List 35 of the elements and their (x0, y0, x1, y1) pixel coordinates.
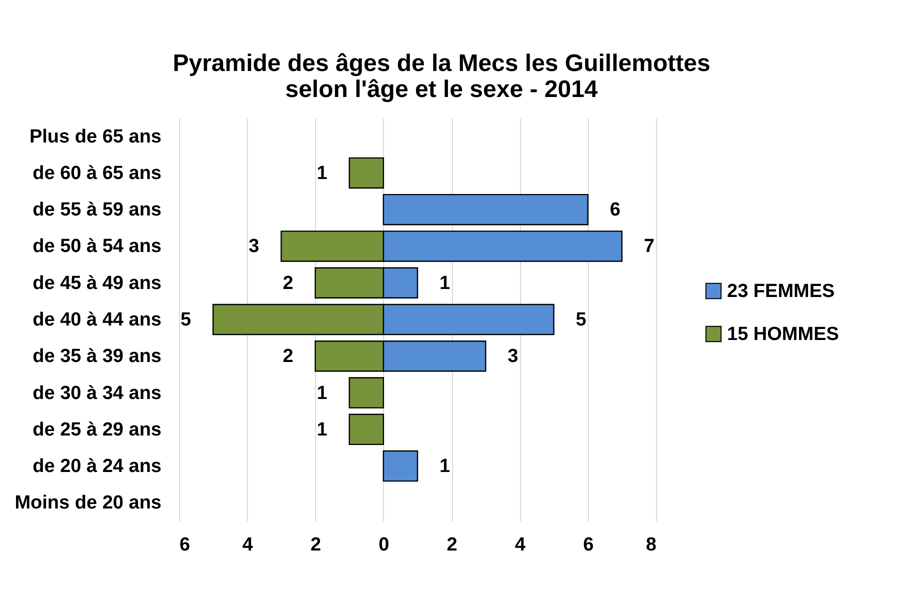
y-tick-label: de 55 à 59 ans (32, 200, 162, 221)
data-label: 3 (248, 236, 260, 258)
data-label: 1 (316, 419, 328, 440)
y-tick-label: de 60 à 65 ans (32, 162, 162, 184)
y-tick-label: de 40 à 44 ans (32, 310, 162, 330)
data-label: 5 (180, 310, 192, 330)
x-tick-label: 6 (583, 534, 594, 556)
legend-label: 23 FEMMES (727, 281, 835, 302)
x-tick-label: 8 (646, 534, 656, 556)
y-tick-label: de 30 à 34 ans (32, 382, 162, 404)
data-label: 6 (610, 200, 620, 221)
y-tick-label: Plus de 65 ans (29, 126, 162, 148)
x-tick-label: 2 (310, 534, 322, 556)
data-label: 1 (316, 162, 328, 184)
x-tick-label: 6 (180, 534, 190, 556)
y-tick-label: de 45 à 49 ans (32, 272, 162, 294)
y-tick-label: Moins de 20 ans (14, 492, 162, 514)
y-tick-label: de 50 à 54 ans (32, 236, 162, 258)
x-tick-label: 4 (242, 534, 254, 556)
chart-title: Pyramide des âges de la Mecs les Guillemottes selon l'âge et le sexe - 2014 (172, 50, 710, 103)
data-label: 3 (508, 346, 518, 368)
data-label: 2 (282, 346, 294, 368)
x-tick-label: 0 (378, 534, 390, 556)
y-tick-label: de 25 à 29 ans (32, 419, 162, 440)
x-tick-label: 4 (514, 534, 526, 556)
data-label: 7 (644, 236, 655, 258)
data-label: 1 (440, 456, 450, 478)
y-tick-label: de 20 à 24 ans (32, 456, 162, 478)
data-label: 1 (316, 382, 328, 404)
x-tick-label: 2 (446, 534, 458, 556)
data-label: 2 (282, 272, 294, 294)
data-label: 5 (576, 310, 587, 330)
legend-label: 15 HOMMES (727, 324, 839, 345)
data-label: 1 (440, 272, 450, 294)
y-tick-label: de 35 à 39 ans (32, 346, 162, 368)
